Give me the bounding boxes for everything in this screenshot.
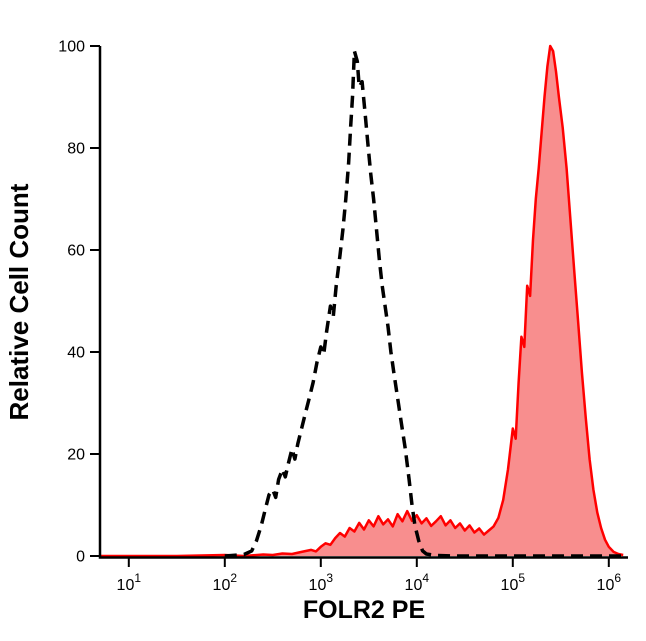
- y-tick-label: 80: [67, 141, 85, 158]
- folr2-pe-stained-curve: [100, 44, 624, 558]
- x-tick-label: 104: [405, 571, 430, 594]
- control-dashed-curve: [224, 49, 624, 558]
- x-axis-label: FOLR2 PE: [303, 596, 425, 624]
- x-tick-label: 102: [213, 571, 238, 594]
- x-tick-label: 101: [117, 571, 142, 594]
- x-tick-label: 103: [309, 571, 334, 594]
- x-tick-label: 105: [501, 571, 526, 594]
- series-layer: [100, 44, 624, 558]
- y-tick-label: 20: [67, 447, 85, 464]
- y-tick-label: 0: [76, 549, 85, 566]
- y-tick-label: 40: [67, 345, 85, 362]
- axes-layer: 101 102 103 104 105 106 0 20 40 60 80 100: [58, 39, 628, 594]
- y-tick-label: 100: [58, 39, 85, 56]
- folr2-pe-stained-fill: [100, 46, 624, 556]
- x-tick-label: 106: [597, 571, 622, 594]
- axes-frame: [98, 46, 628, 559]
- y-tick-label: 60: [67, 243, 85, 260]
- y-axis-label: Relative Cell Count: [4, 183, 34, 420]
